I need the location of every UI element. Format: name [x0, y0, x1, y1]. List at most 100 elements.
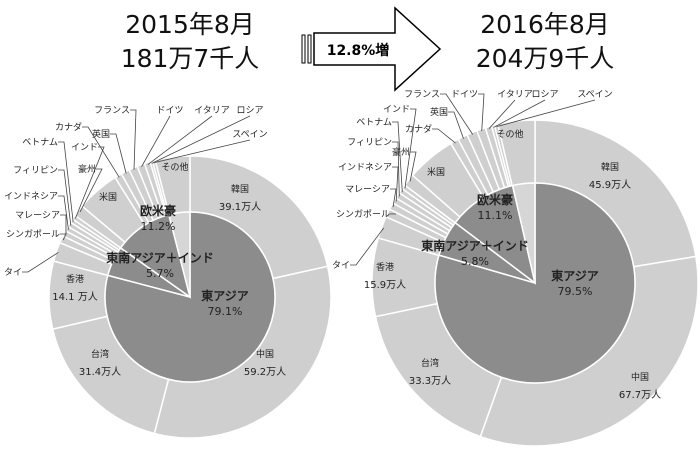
- leader-line: [58, 141, 74, 222]
- leader-line: [350, 227, 385, 266]
- outer-label-value: 59.2万人: [244, 366, 286, 378]
- inner-label-name: 東南アジア＋インド: [421, 238, 529, 253]
- outer-label-value: 39.1万人: [219, 201, 261, 213]
- right-title: 2016年8月 204万9千人: [425, 8, 665, 76]
- outer-label-name: イタリア: [497, 89, 533, 100]
- leader-line: [493, 99, 546, 128]
- left-month: 2015年8月: [125, 10, 255, 39]
- outer-label-name: 香港: [376, 261, 394, 273]
- outer-label-name: インドネシア: [4, 191, 58, 202]
- leader-line: [110, 133, 127, 174]
- inner-label-name: 東アジア: [201, 288, 249, 303]
- inner-label-name: 東南アジア＋インド: [106, 250, 214, 265]
- outer-label-name: 米国: [427, 166, 445, 178]
- outer-label-name: スペイン: [577, 90, 612, 100]
- leader-line: [448, 111, 464, 139]
- leader-line: [79, 168, 103, 213]
- inner-label-name: 欧米豪: [140, 203, 176, 218]
- leader-line: [151, 115, 251, 164]
- left-total: 181万7千人: [120, 44, 260, 73]
- outer-label-value: 45.9万人: [589, 179, 631, 191]
- outer-label-name: 香港: [66, 273, 84, 285]
- left-title: 2015年8月 181万7千人: [70, 8, 310, 76]
- outer-label-name: 英国: [430, 106, 448, 118]
- inner-label-name: 東アジア: [551, 268, 599, 283]
- outer-label-value: 33.3万人: [409, 375, 451, 387]
- outer-label-name: タイ: [332, 260, 350, 271]
- outer-label-name: フランス: [404, 89, 440, 100]
- growth-label: 12.8%増: [327, 42, 390, 59]
- outer-label-value: 67.7万人: [619, 389, 661, 401]
- leader-line: [390, 188, 397, 208]
- leader-line: [58, 169, 72, 226]
- inner-slice-3: [511, 182, 536, 284]
- leader-line: [130, 109, 137, 170]
- leader-line: [60, 214, 67, 235]
- inner-label-pct: 11.2%: [141, 220, 176, 233]
- inner-slice-2: [454, 184, 537, 285]
- right-month: 2016年8月: [480, 10, 610, 39]
- outer-label-name: シンガポール: [6, 229, 60, 240]
- inner-label-pct: 5.8%: [461, 255, 489, 268]
- outer-label-value: 14.1 万人: [52, 291, 97, 303]
- outer-label-name: 中国: [256, 348, 274, 360]
- right-total: 204万9千人: [475, 44, 615, 73]
- outer-label-name: 台湾: [91, 348, 109, 360]
- outer-label-name: 台湾: [421, 357, 439, 369]
- outer-label-value: 31.4万人: [79, 366, 121, 378]
- inner-label-pct: 79.1%: [208, 305, 243, 318]
- outer-label-name: 豪州: [392, 146, 410, 158]
- outer-label-name: ドイツ: [451, 90, 478, 100]
- outer-label-name: ロシア: [236, 106, 263, 116]
- outer-label-name: インド: [71, 143, 98, 153]
- outer-label-name: 韓国: [231, 184, 249, 195]
- leader-line: [141, 115, 171, 167]
- inner-slice-3: [167, 211, 191, 298]
- inner-label-pct: 79.5%: [558, 285, 593, 298]
- leader-line: [392, 141, 400, 197]
- outer-label-name: ドイツ: [156, 106, 183, 116]
- leader-line: [409, 151, 417, 182]
- outer-label-name: ベトナム: [356, 117, 392, 128]
- leader-line: [478, 93, 485, 132]
- inner-label-pct: 5.7%: [146, 267, 174, 280]
- leader-line: [496, 99, 596, 128]
- outer-label-name: フランス: [94, 105, 130, 116]
- leader-line: [154, 139, 251, 164]
- outer-label-name: マレーシア: [15, 211, 60, 221]
- inner-label-pct: 11.1%: [478, 209, 513, 222]
- outer-label-name: スペイン: [232, 130, 267, 140]
- leader-line: [147, 115, 213, 165]
- outer-label-name: インドネシア: [338, 162, 392, 173]
- outer-label-name: インド: [383, 105, 410, 115]
- leader-line: [404, 108, 417, 189]
- outer-label-name: その他: [496, 128, 523, 140]
- leader-line: [440, 93, 474, 135]
- outer-label-name: ベトナム: [22, 137, 58, 148]
- inner-label-name: 欧米豪: [477, 192, 513, 207]
- outer-label-name: シンガポール: [336, 209, 390, 220]
- leader-line: [488, 99, 516, 129]
- outer-label-name: ロシア: [531, 90, 558, 100]
- outer-label-name: カナダ: [405, 123, 432, 135]
- outer-label-value: 15.9万人: [364, 279, 406, 291]
- inner-slice-0: [104, 211, 276, 383]
- leader-line: [58, 195, 69, 230]
- leader-line: [22, 252, 59, 273]
- outer-label-name: フィリピン: [13, 165, 58, 176]
- outer-label-name: 英国: [92, 128, 110, 140]
- outer-label-name: 韓国: [601, 162, 619, 173]
- outer-label-name: その他: [161, 161, 188, 173]
- outer-label-name: マレーシア: [345, 185, 390, 195]
- growth-arrow: 12.8%増: [301, 6, 442, 92]
- leader-line: [82, 126, 120, 178]
- outer-label-name: フィリピン: [347, 137, 392, 148]
- leader-line: [432, 128, 456, 144]
- leader-line: [392, 166, 399, 202]
- outer-label-name: カナダ: [55, 121, 82, 133]
- outer-label-name: タイ: [4, 267, 22, 278]
- outer-label-name: 豪州: [78, 163, 96, 175]
- leader-line: [392, 121, 403, 192]
